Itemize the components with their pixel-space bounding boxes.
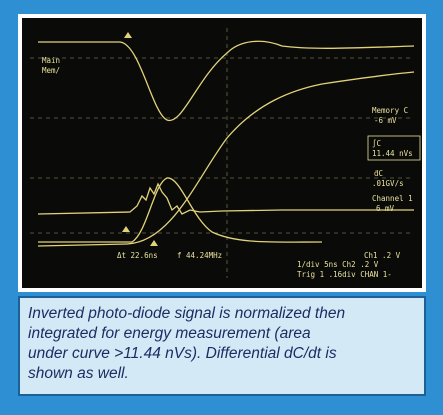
caption-line: Inverted photo-diode signal is normalize… [28,305,346,322]
screen-label: Ch1 .2 V [364,251,401,260]
screen-label: Channel 1 [372,194,413,203]
scope-photo: Main Mem/ Memory C -6 mV ∫C 11.44 nVs ḋC… [18,14,426,292]
screen-label: 11.44 nVs [372,149,413,158]
screen-label: ḋC [374,169,383,178]
screen-label: -6 mV [374,116,397,125]
screen-label: 1/div 5ns Ch2 .2 V [297,260,379,269]
scope-screen: Main Mem/ Memory C -6 mV ∫C 11.44 nVs ḋC… [22,18,422,288]
screen-label: Memory C [372,106,408,115]
screen-label: Mem/ [42,66,60,75]
screen-label: .01GV/s [372,179,404,188]
screen-label: ∫C [372,139,381,148]
caption: Inverted photo-diode signal is normalize… [18,296,426,396]
caption-line: shown as well. [28,365,129,382]
screen-label: Δt 22.6ns [117,251,158,260]
caption-line: integrated for energy measurement (area [28,325,311,342]
screen-label: Trig 1 .16div CHAN 1- [297,270,392,279]
caption-line: under curve >11.44 nVs). Differential dC… [28,345,337,362]
screen-label: 6 mV [376,204,395,213]
screen-label: Main [42,56,60,65]
screen-label: f 44.24MHz [177,251,222,260]
